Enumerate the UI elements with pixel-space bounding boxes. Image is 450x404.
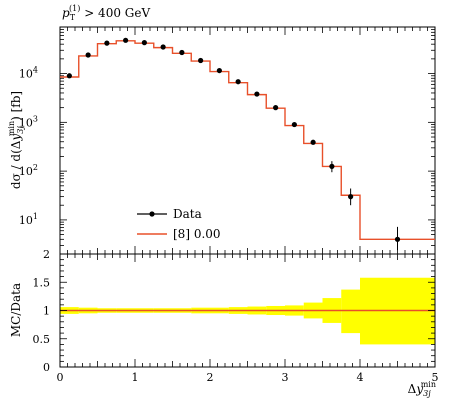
main-y-tick-label: 104 — [19, 66, 38, 81]
title-p: p — [62, 6, 70, 20]
data-point — [329, 163, 335, 169]
ratio-y-tick-label: 2 — [43, 248, 50, 261]
data-point — [141, 40, 147, 46]
ratio-y-axis-label: MC/Data — [9, 283, 23, 337]
main-y-axis-label: dσ / d(Δy3jmin) [fb] — [7, 91, 25, 189]
data-point — [216, 67, 222, 74]
data-point — [273, 105, 279, 111]
legend-data-label: Data — [173, 207, 202, 221]
data-point — [123, 37, 129, 43]
data-point — [348, 194, 354, 200]
xlabel-y: y — [415, 382, 423, 396]
main-y-tick-label: 101 — [19, 212, 38, 227]
data-point — [310, 139, 316, 145]
title-sub: T — [70, 13, 76, 22]
ratio-y-tick-label: 1 — [43, 305, 50, 318]
main-y-tick-label: 103 — [19, 114, 38, 129]
data-point — [198, 57, 204, 64]
xlabel-a: Δ — [408, 382, 417, 396]
legend-data-marker — [149, 211, 155, 217]
ratio-x-tick-label: 1 — [132, 371, 139, 384]
data-point — [235, 79, 241, 85]
xlabel-sup: min — [421, 380, 436, 389]
ylabel-b: ) [fb] — [9, 91, 23, 121]
title-rest: > 400 GeV — [80, 6, 150, 20]
ratio-x-ticks: 0 1 2 3 4 5 — [57, 254, 439, 384]
xlabel-sub: 3j — [423, 389, 431, 398]
data-point — [66, 73, 72, 79]
ratio-panel: 0 0.5 1 1.5 2 0 1 2 3 4 5 MC/Data Δy3jmin — [9, 248, 439, 398]
main-y-tick-label: 102 — [19, 163, 38, 178]
data-point — [254, 91, 260, 97]
ratio-x-tick-label: 4 — [357, 371, 364, 384]
legend: Data [8] 0.00 — [137, 207, 221, 241]
ylabel-sup: min — [7, 121, 16, 136]
ratio-y-tick-label: 0 — [43, 361, 50, 374]
main-frame — [59, 26, 436, 255]
data-point — [85, 52, 91, 58]
main-y-ticks: 101 102 103 104 — [19, 26, 435, 255]
ylabel-y: y — [9, 134, 23, 142]
ratio-x-tick-label: 5 — [432, 371, 439, 384]
x-axis-label: Δy3jmin — [408, 380, 436, 398]
ratio-y-tick-label: 0.5 — [33, 333, 51, 346]
legend-mc-label: [8] 0.00 — [173, 227, 221, 241]
ratio-x-tick-label: 2 — [207, 371, 214, 384]
data-point — [160, 44, 166, 50]
chart-title: pT(1) > 400 GeV — [62, 4, 150, 22]
data-point — [104, 40, 110, 46]
ratio-x-tick-label: 3 — [282, 371, 289, 384]
ylabel-a: dσ / d(Δ — [9, 140, 23, 189]
main-x-ticks — [59, 27, 436, 254]
data-point — [394, 236, 401, 242]
title-sup: (1) — [69, 4, 80, 13]
ratio-band-bin — [341, 289, 360, 334]
ratio-x-tick-label: 0 — [57, 371, 64, 384]
data-point — [291, 121, 297, 128]
mc-step-path — [60, 40, 435, 241]
mc-step-line — [60, 40, 435, 241]
ratio-y-ticks: 0 0.5 1 1.5 2 — [33, 248, 435, 374]
main-panel: 101 102 103 104 dσ / d(Δy3jmin) [fb] Data [… — [7, 26, 436, 255]
ylabel-sub: 3j — [16, 126, 25, 134]
data-points — [66, 37, 401, 251]
ratio-y-tick-label: 1.5 — [33, 276, 51, 289]
data-point — [179, 49, 185, 56]
